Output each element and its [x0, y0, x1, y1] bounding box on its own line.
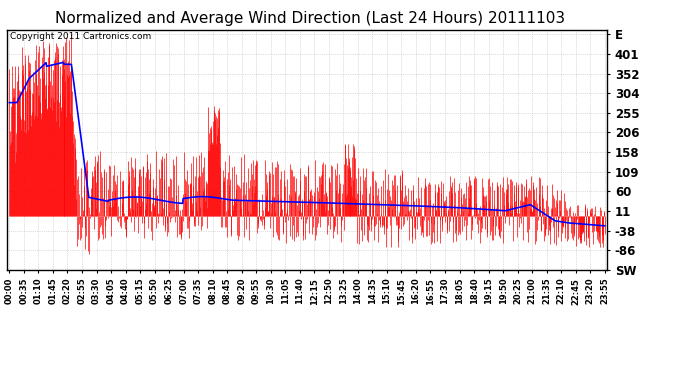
Text: Copyright 2011 Cartronics.com: Copyright 2011 Cartronics.com	[10, 32, 151, 41]
Text: Normalized and Average Wind Direction (Last 24 Hours) 20111103: Normalized and Average Wind Direction (L…	[55, 11, 566, 26]
